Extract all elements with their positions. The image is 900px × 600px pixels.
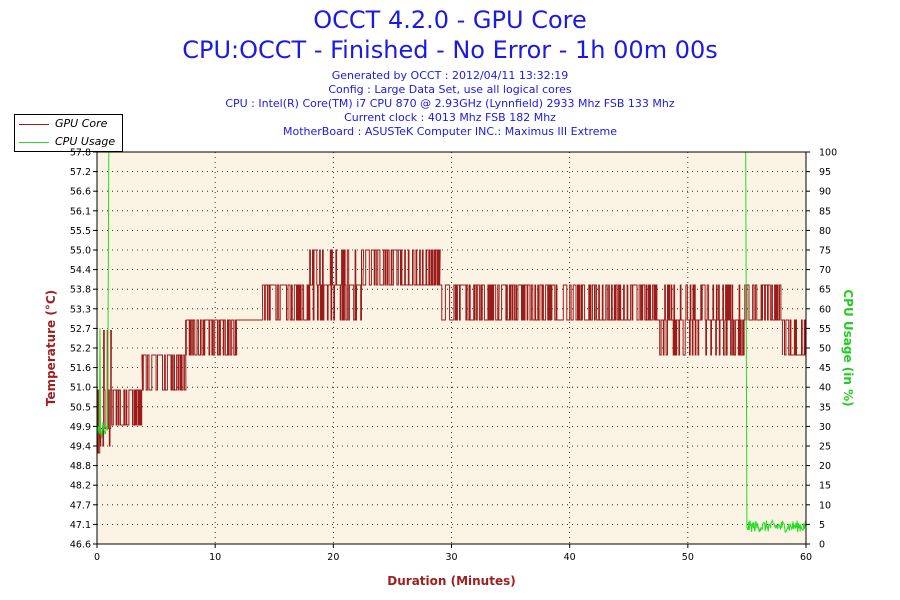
info-generated: Generated by OCCT : 2012/04/11 13:32:19 xyxy=(331,69,569,82)
y-tick-label: 48.2 xyxy=(70,481,91,492)
chart-title: OCCT 4.2.0 - GPU Core xyxy=(313,6,587,34)
legend: GPU Core CPU Usage xyxy=(14,114,123,152)
y2-tick-label: 20 xyxy=(819,461,831,472)
info-current-clock: Current clock : 4013 Mhz FSB 182 Mhz xyxy=(344,111,556,124)
y-tick-label: 52.7 xyxy=(70,324,91,335)
info-config: Config : Large Data Set, use all logical… xyxy=(328,83,572,96)
y-tick-label: 51.0 xyxy=(70,383,91,394)
legend-swatch-cpu-usage xyxy=(19,142,49,143)
legend-item-gpu-core: GPU Core xyxy=(15,116,122,132)
y-tick-label: 57.2 xyxy=(70,167,91,178)
gpu-core-series xyxy=(97,249,806,454)
y2-tick-label: 70 xyxy=(819,265,831,276)
info-motherboard: MotherBoard : ASUSTeK Computer INC.: Max… xyxy=(283,125,617,138)
y2-axis-label: CPU Usage (in %) xyxy=(841,289,855,406)
x-tick-label: 60 xyxy=(800,552,812,563)
y2-tick-label: 35 xyxy=(819,402,831,413)
cpu-usage-series xyxy=(96,151,807,533)
y2-tick-label: 100 xyxy=(819,148,837,159)
y-tick-label: 49.4 xyxy=(70,442,91,453)
y-tick-label: 55.0 xyxy=(70,246,91,257)
y2-tick-label: 80 xyxy=(819,226,831,237)
y-tick-label: 56.1 xyxy=(70,206,91,217)
legend-label-cpu-usage: CPU Usage xyxy=(55,135,116,148)
y2-tick-label: 95 xyxy=(819,167,831,178)
x-tick-label: 0 xyxy=(94,552,100,563)
x-tick-label: 20 xyxy=(327,552,339,563)
x-tick-label: 10 xyxy=(209,552,221,563)
y-tick-label: 50.5 xyxy=(70,402,91,413)
cpu-usage-line xyxy=(96,151,807,533)
y-tick-label: 53.3 xyxy=(70,304,91,315)
y-tick-label: 52.2 xyxy=(70,344,91,355)
y2-tick-label: 65 xyxy=(819,285,831,296)
y2-tick-label: 40 xyxy=(819,383,831,394)
x-axis-label: Duration (Minutes) xyxy=(387,574,515,588)
info-cpu: CPU : Intel(R) Core(TM) i7 CPU 870 @ 2.9… xyxy=(225,97,675,110)
legend-label-gpu-core: GPU Core xyxy=(55,117,108,130)
axis-ticks: 46.6 47.1 47.7 48.2 48.8 49.4 49.9 50.5 51.0 51.6… xyxy=(70,148,837,564)
y-axis-label: Temperature (°C) xyxy=(44,290,58,406)
y2-tick-label: 5 xyxy=(819,520,825,531)
gpu-core-line xyxy=(97,249,806,454)
x-tick-label: 30 xyxy=(445,552,457,563)
y-tick-label: 57.8 xyxy=(70,148,91,159)
y-tick-label: 47.1 xyxy=(70,520,91,531)
y-tick-label: 56.6 xyxy=(70,187,91,198)
x-tick-label: 40 xyxy=(564,552,576,563)
y2-tick-label: 15 xyxy=(819,481,831,492)
y2-tick-label: 90 xyxy=(819,187,831,198)
y2-tick-label: 55 xyxy=(819,324,831,335)
y-tick-label: 48.8 xyxy=(70,461,91,472)
y-tick-label: 47.7 xyxy=(70,500,91,511)
y-tick-label: 55.5 xyxy=(70,226,91,237)
legend-swatch-gpu-core xyxy=(19,124,49,125)
y-tick-label: 54.4 xyxy=(70,265,91,276)
y-tick-label: 53.8 xyxy=(70,285,91,296)
y2-tick-label: 50 xyxy=(819,344,831,355)
y2-tick-label: 30 xyxy=(819,422,831,433)
y2-tick-label: 10 xyxy=(819,500,831,511)
y2-tick-label: 25 xyxy=(819,442,831,453)
y2-tick-label: 85 xyxy=(819,206,831,217)
y-tick-label: 51.6 xyxy=(70,363,91,374)
y2-tick-label: 75 xyxy=(819,246,831,257)
legend-item-cpu-usage: CPU Usage xyxy=(15,134,122,150)
y2-tick-label: 45 xyxy=(819,363,831,374)
chart-subtitle: CPU:OCCT - Finished - No Error - 1h 00m … xyxy=(182,36,718,64)
y-tick-label: 46.6 xyxy=(70,540,91,551)
y2-tick-label: 60 xyxy=(819,304,831,315)
x-tick-label: 50 xyxy=(682,552,694,563)
y2-tick-label: 0 xyxy=(819,540,825,551)
y-tick-label: 49.9 xyxy=(70,422,91,433)
